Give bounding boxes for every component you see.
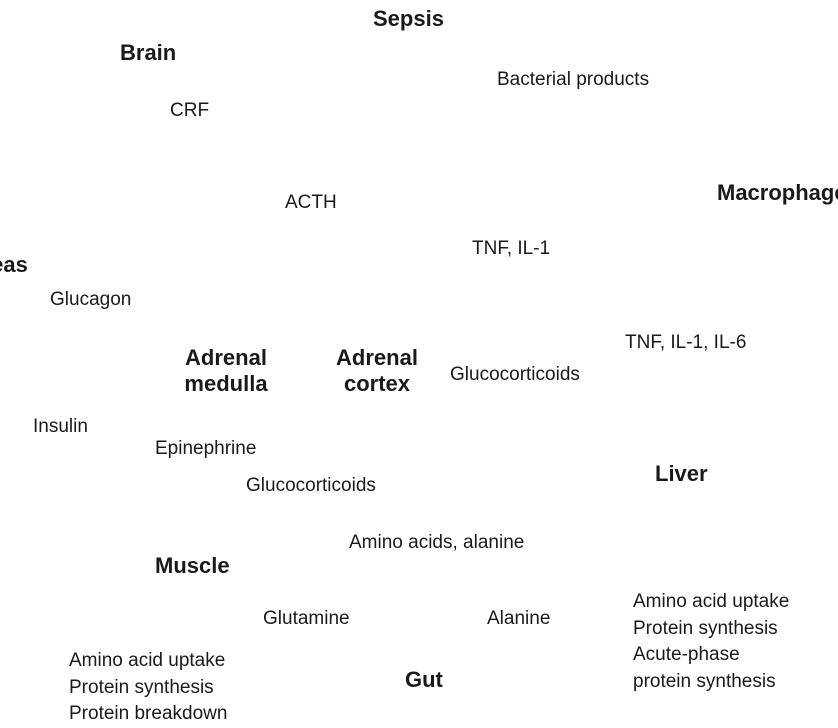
signal-alanine: Alanine	[487, 608, 551, 629]
muscle-effect-item: Protein breakdown	[69, 703, 228, 724]
signal-tnf-il1-il6: TNF, IL-1, IL-6	[625, 332, 747, 353]
adrenal-medulla-line-1: Adrenal	[185, 345, 267, 370]
node-pancreas: Pancreas	[0, 252, 28, 277]
signal-glucagon: Glucagon	[50, 289, 132, 310]
signal-crf: CRF	[170, 100, 210, 121]
node-gut: Gut	[405, 667, 443, 692]
signal-epinephrine: Epinephrine	[155, 438, 257, 459]
signal-glucocorticoids-lower: Glucocorticoids	[246, 475, 376, 496]
liver-effect-item: Amino acid uptake	[633, 591, 790, 612]
node-adrenal-medulla: Adrenal medulla	[178, 345, 274, 397]
signal-glutamine: Glutamine	[263, 608, 350, 629]
muscle-effect-item: Protein synthesis	[69, 676, 214, 698]
signal-glucocorticoids-cortex: Glucocorticoids	[450, 364, 580, 385]
node-adrenal-cortex: Adrenal cortex	[329, 345, 425, 397]
adrenal-cortex-line-1: Adrenal	[336, 345, 418, 370]
node-sepsis: Sepsis	[373, 6, 444, 31]
signal-tnf-il1: TNF, IL-1	[472, 238, 551, 259]
liver-effect-item: Acute-phase	[633, 644, 740, 665]
signal-acth: ACTH	[285, 192, 337, 213]
node-muscle: Muscle	[155, 553, 230, 578]
muscle-effects-list: Amino acid uptake Protein synthesis Prot…	[69, 648, 227, 728]
node-macrophage: Macrophage	[717, 180, 838, 205]
adrenal-cortex-line-2: cortex	[343, 371, 411, 396]
liver-effect-item: protein synthesis	[633, 670, 776, 692]
signal-insulin: Insulin	[33, 416, 88, 437]
signal-bacterial-products: Bacterial products	[497, 69, 650, 90]
node-liver: Liver	[655, 461, 708, 486]
adrenal-medulla-line-2: medulla	[184, 371, 268, 396]
liver-effect-item: Protein synthesis	[633, 617, 778, 639]
liver-effects-list: Amino acid uptake Protein synthesis Acut…	[633, 589, 789, 695]
signal-amino-acids-alanine: Amino acids, alanine	[349, 532, 525, 553]
muscle-effect-item: Amino acid uptake	[69, 650, 226, 671]
node-brain: Brain	[120, 40, 177, 65]
